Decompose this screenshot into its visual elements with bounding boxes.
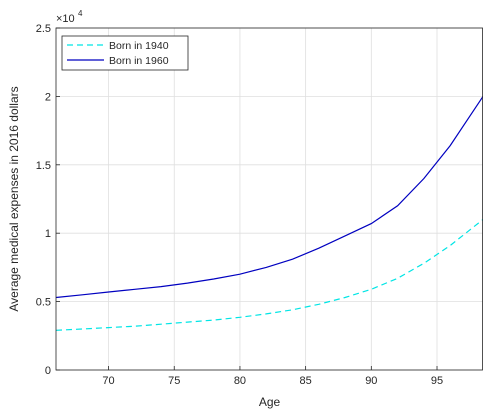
x-tick-label: 90 xyxy=(365,375,377,387)
legend-label-born-1940: Born in 1940 xyxy=(109,40,169,52)
y-tick-label: 2 xyxy=(45,91,51,103)
tick-labels: 70 75 80 85 90 95 0 0.5 1 1.5 2 2.5 xyxy=(36,23,443,387)
x-tick-label: 75 xyxy=(168,375,180,387)
ticks xyxy=(56,27,438,371)
legend-label-born-1960: Born in 1960 xyxy=(109,55,169,67)
y-tick-label: 1.5 xyxy=(36,160,51,172)
y-tick-label: 1 xyxy=(45,228,51,240)
y-exponent-label: ×10 xyxy=(56,13,75,25)
y-axis-label: Average medical expenses in 2016 dollars xyxy=(7,86,21,311)
x-tick-label: 70 xyxy=(102,375,114,387)
y-tick-label: 0.5 xyxy=(36,297,51,309)
x-tick-label: 80 xyxy=(234,375,246,387)
series-line-0 xyxy=(55,219,483,331)
series-layer xyxy=(55,96,483,331)
series-line-1 xyxy=(55,96,483,299)
y-exponent-power: 4 xyxy=(78,9,83,18)
y-tick-label: 0 xyxy=(45,365,51,377)
x-tick-label: 95 xyxy=(431,375,443,387)
grid xyxy=(56,27,483,371)
x-axis-label: Age xyxy=(259,395,281,409)
legend-box xyxy=(61,35,189,71)
y-tick-label: 2.5 xyxy=(36,23,51,35)
legend: Born in 1940 Born in 1960 xyxy=(61,35,189,71)
x-tick-label: 85 xyxy=(300,375,312,387)
